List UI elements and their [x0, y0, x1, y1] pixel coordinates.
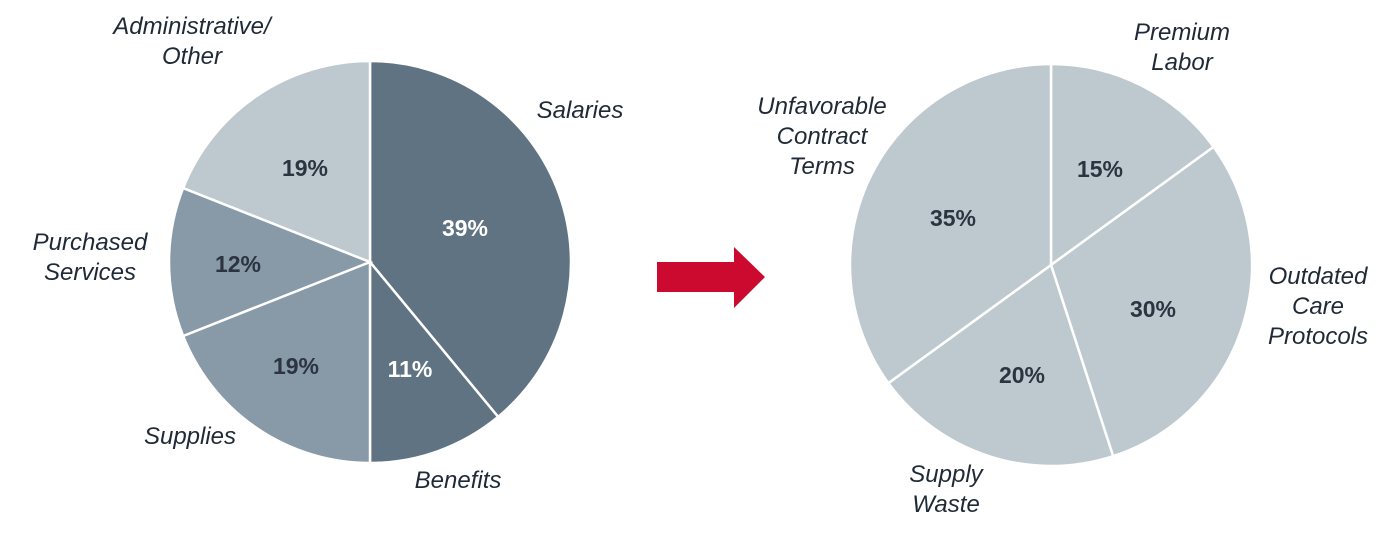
category-label: Premium Labor: [1133, 19, 1230, 76]
pie-slice: [368, 258, 500, 465]
pie-slice: [1049, 145, 1254, 458]
slice-percent-label: 30%: [1130, 296, 1176, 322]
category-label: Supply Waste: [909, 461, 983, 518]
category-label: Salaries: [536, 97, 624, 124]
pie-chart-cost-drivers: 15% 30% 20% 35%: [848, 62, 1254, 468]
category-label: Supplies: [143, 423, 237, 450]
pie-slice: [886, 262, 1115, 468]
red-arrow-icon: [657, 247, 765, 308]
pie-slice: [167, 186, 374, 338]
category-label: Purchased Services: [32, 229, 148, 286]
slice-percent-label: 35%: [930, 205, 976, 231]
slice-percent-label: 19%: [282, 155, 328, 181]
pie-slice: [181, 260, 372, 465]
pie-slice: [181, 59, 372, 264]
category-label: Outdated Care Protocols: [1267, 263, 1369, 350]
slice-percent-label: 15%: [1077, 156, 1123, 182]
slice-percent-label: 39%: [442, 215, 488, 241]
pie-slice: [368, 59, 573, 419]
pie-chart-current-costs: 39% 11% 19% 12% 19%: [167, 59, 573, 465]
slice-percent-label: 19%: [273, 353, 319, 379]
category-label: Benefits: [414, 467, 502, 494]
category-label: Administrative/ Other: [113, 13, 271, 70]
category-label: Unfavorable Contract Terms: [757, 93, 887, 180]
pie-slice: [848, 62, 1053, 385]
slice-percent-label: 11%: [388, 356, 433, 382]
slice-percent-label: 12%: [215, 251, 261, 277]
slice-percent-label: 20%: [999, 362, 1045, 388]
pie-slice: [1049, 62, 1216, 268]
